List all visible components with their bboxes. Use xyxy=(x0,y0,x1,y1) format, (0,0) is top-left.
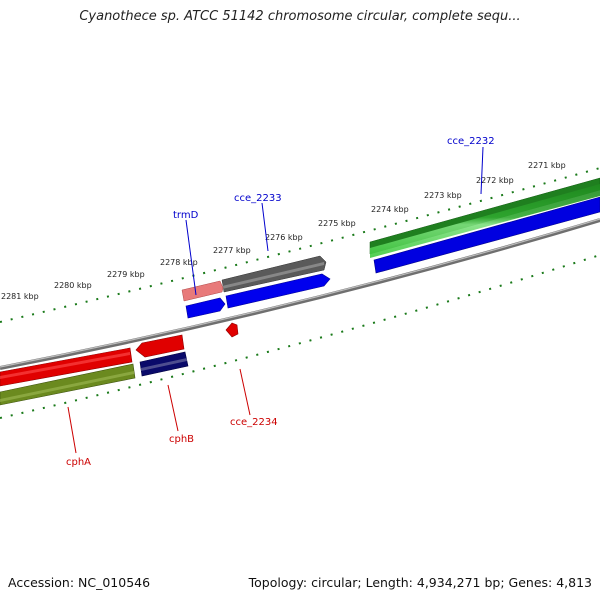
gene-label-cphb: cphB xyxy=(169,434,194,445)
topology-label: Topology: circular; Length: 4,934,271 bp… xyxy=(248,575,592,590)
callout-line xyxy=(480,146,484,195)
gene-label-cpha: cphA xyxy=(66,457,91,468)
gene-red-cpha-highlight xyxy=(0,352,130,379)
tick-label: 2281 kbp xyxy=(1,292,39,301)
tick-label: 2274 kbp xyxy=(371,205,409,214)
tick-label: 2280 kbp xyxy=(54,281,92,290)
callout-line xyxy=(167,384,179,432)
gene-green-inner[interactable] xyxy=(370,184,600,258)
gene-label-trmd: trmD xyxy=(173,210,199,221)
tick-label: 2273 kbp xyxy=(424,191,462,200)
gene-red-cpha[interactable] xyxy=(0,347,133,387)
gene-olive-highlight xyxy=(0,371,134,402)
genome-backbone xyxy=(0,218,600,370)
gene-grey-highlight xyxy=(222,262,324,289)
tick-label: 2277 kbp xyxy=(213,246,251,255)
tick-label: 2276 kbp xyxy=(265,233,303,242)
gene-label-cce-2233: cce_2233 xyxy=(234,193,282,204)
callout-line xyxy=(67,406,77,454)
reverse-genes[interactable] xyxy=(0,322,239,406)
gene-label-cce-2232: cce_2232 xyxy=(447,136,495,147)
gene-pink-trmd[interactable] xyxy=(181,280,224,302)
tick-label: 2278 kbp xyxy=(160,258,198,267)
callout-line xyxy=(261,202,269,252)
gene-labels: cce_2232 cce_2233 trmD cce_2234 cphB cph… xyxy=(66,136,495,468)
tick-label: 2271 kbp xyxy=(528,161,566,170)
tick-label: 2279 kbp xyxy=(107,270,145,279)
callout-line xyxy=(239,368,251,416)
gene-red-cphb[interactable] xyxy=(135,334,185,358)
gene-blue-small[interactable] xyxy=(185,297,226,319)
tick-label: 2275 kbp xyxy=(318,219,356,228)
map-title: Cyanothece sp. ATCC 51142 chromosome cir… xyxy=(79,9,521,24)
gene-label-cce-2234: cce_2234 xyxy=(230,417,278,428)
tick-label: 2272 kbp xyxy=(476,176,514,185)
accession-label: Accession: NC_010546 xyxy=(8,575,151,590)
gene-blue-mid[interactable] xyxy=(225,273,331,309)
inner-scale-ticks xyxy=(0,254,600,419)
tick-labels: 2271 kbp 2272 kbp 2273 kbp 2274 kbp 2275… xyxy=(1,161,566,301)
genome-backbone-highlight xyxy=(0,218,600,368)
gene-blue-long[interactable] xyxy=(373,196,600,274)
forward-genes[interactable] xyxy=(181,177,600,319)
callout-line xyxy=(185,219,197,296)
gene-callouts xyxy=(67,146,484,454)
gene-navy-highlight xyxy=(141,358,187,371)
gene-red-cce-2234[interactable] xyxy=(225,322,239,338)
